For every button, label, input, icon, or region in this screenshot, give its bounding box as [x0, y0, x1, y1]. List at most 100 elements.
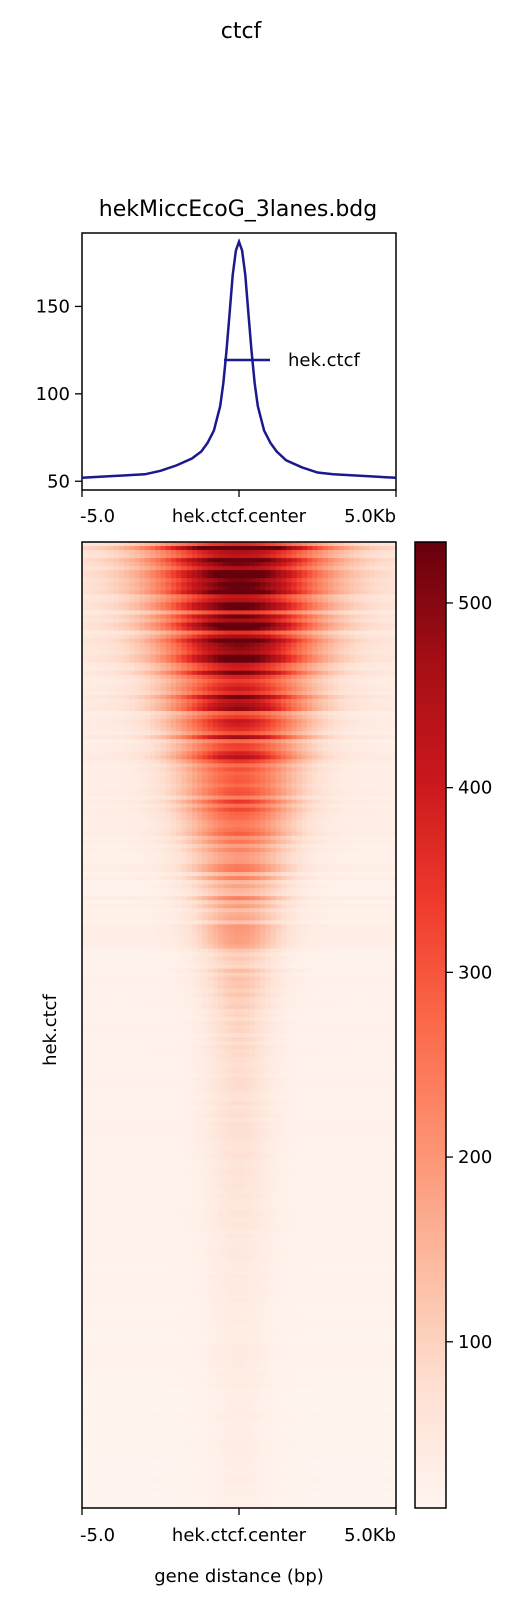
heatmap-cell	[301, 550, 308, 555]
heatmap-cell	[129, 703, 135, 708]
heatmap-cell	[181, 771, 188, 777]
heatmap-cell	[87, 767, 94, 773]
heatmap-cell	[348, 622, 355, 628]
heatmap-cell	[207, 855, 214, 861]
heatmap-cell	[249, 686, 256, 692]
heatmap-cell	[212, 562, 219, 567]
heatmap-cell	[176, 558, 183, 563]
heatmap-cell	[301, 819, 308, 825]
heatmap-cell	[375, 670, 381, 676]
heatmap-cell	[390, 682, 397, 688]
heatmap-cell	[165, 686, 172, 692]
heatmap-cell	[317, 554, 324, 559]
heatmap-cell	[380, 727, 387, 732]
heatmap-cell	[82, 827, 88, 833]
heatmap-cell	[364, 558, 371, 563]
heatmap-cell	[144, 751, 151, 756]
heatmap-cell	[108, 843, 114, 849]
heatmap-cell	[228, 694, 235, 700]
heatmap-cell	[207, 872, 214, 877]
heatmap-cell	[375, 775, 381, 781]
heatmap-cell	[244, 855, 251, 861]
heatmap-cell	[369, 666, 376, 672]
heatmap-cell	[134, 550, 141, 555]
heatmap-cell	[254, 594, 261, 599]
heatmap-cell	[280, 747, 287, 752]
heatmap-cell	[165, 815, 172, 821]
heatmap-cell	[375, 546, 381, 551]
heatmap-cell	[312, 823, 319, 829]
heatmap-cell	[354, 610, 360, 616]
heatmap-cell	[244, 542, 251, 547]
heatmap-cell	[354, 735, 360, 740]
heatmap-cell	[286, 751, 292, 756]
heatmap-cell	[390, 775, 397, 781]
heatmap-cell	[380, 546, 387, 551]
heatmap-cell	[197, 775, 203, 781]
heatmap-cell	[244, 694, 251, 700]
heatmap-cell	[291, 864, 298, 869]
heatmap-cell	[296, 630, 303, 636]
heatmap-cell	[108, 819, 114, 825]
heatmap-cell	[270, 650, 277, 656]
heatmap-cell	[354, 630, 360, 636]
heatmap-cell	[301, 868, 308, 873]
heatmap-cell	[286, 574, 292, 579]
heatmap-cell	[270, 574, 277, 579]
heatmap-cell	[275, 638, 282, 644]
heatmap-cell	[197, 546, 203, 551]
heatmap-cell	[364, 590, 371, 595]
heatmap-cell	[191, 542, 198, 547]
heatmap-cell	[139, 590, 146, 595]
heatmap-cell	[212, 807, 219, 813]
heatmap-cell	[369, 694, 376, 700]
heatmap-cell	[129, 654, 135, 660]
heatmap-cell	[139, 831, 146, 837]
heatmap-cell	[170, 690, 177, 696]
heatmap-cell	[343, 711, 350, 716]
heatmap-cell	[202, 775, 209, 781]
heatmap-cell	[280, 855, 287, 861]
heatmap-cell	[254, 855, 261, 861]
heatmap-cell	[233, 771, 240, 777]
heatmap-cell	[317, 594, 324, 599]
heatmap-cell	[82, 763, 88, 769]
heatmap-cell	[354, 723, 360, 728]
heatmap-cell	[338, 755, 345, 760]
heatmap-cell	[102, 767, 109, 773]
heatmap-cell	[108, 823, 114, 829]
heatmap-cell	[364, 562, 371, 567]
heatmap-cell	[364, 791, 371, 797]
heatmap-cell	[144, 570, 151, 575]
heatmap-cell	[186, 610, 193, 616]
heatmap-cell	[239, 582, 245, 587]
heatmap-cell	[291, 598, 298, 603]
heatmap-cell	[239, 839, 245, 845]
heatmap-cell	[317, 670, 324, 676]
heatmap-cell	[82, 868, 88, 873]
heatmap-cell	[333, 606, 340, 612]
heatmap-cell	[380, 807, 387, 813]
heatmap-cell	[223, 719, 230, 724]
heatmap-cell	[228, 771, 235, 777]
heatmap-cell	[275, 855, 282, 861]
heatmap-cell	[160, 747, 167, 752]
heatmap-cell	[123, 735, 130, 740]
heatmap-cell	[87, 815, 94, 821]
heatmap-cell	[359, 698, 366, 704]
heatmap-cell	[307, 610, 313, 616]
heatmap-cell	[275, 859, 282, 865]
heatmap-cell	[322, 674, 329, 680]
heatmap-cell	[239, 650, 245, 656]
heatmap-cell	[291, 763, 298, 769]
heatmap-cell	[202, 727, 209, 732]
heatmap-cell	[239, 686, 245, 692]
heatmap-cell	[165, 771, 172, 777]
heatmap-cell	[92, 626, 99, 632]
heatmap-cell	[155, 751, 162, 756]
heatmap-cell	[296, 868, 303, 873]
heatmap-cell	[296, 634, 303, 640]
heatmap-cell	[87, 694, 94, 700]
heatmap-cell	[129, 723, 135, 728]
heatmap-cell	[176, 859, 183, 865]
